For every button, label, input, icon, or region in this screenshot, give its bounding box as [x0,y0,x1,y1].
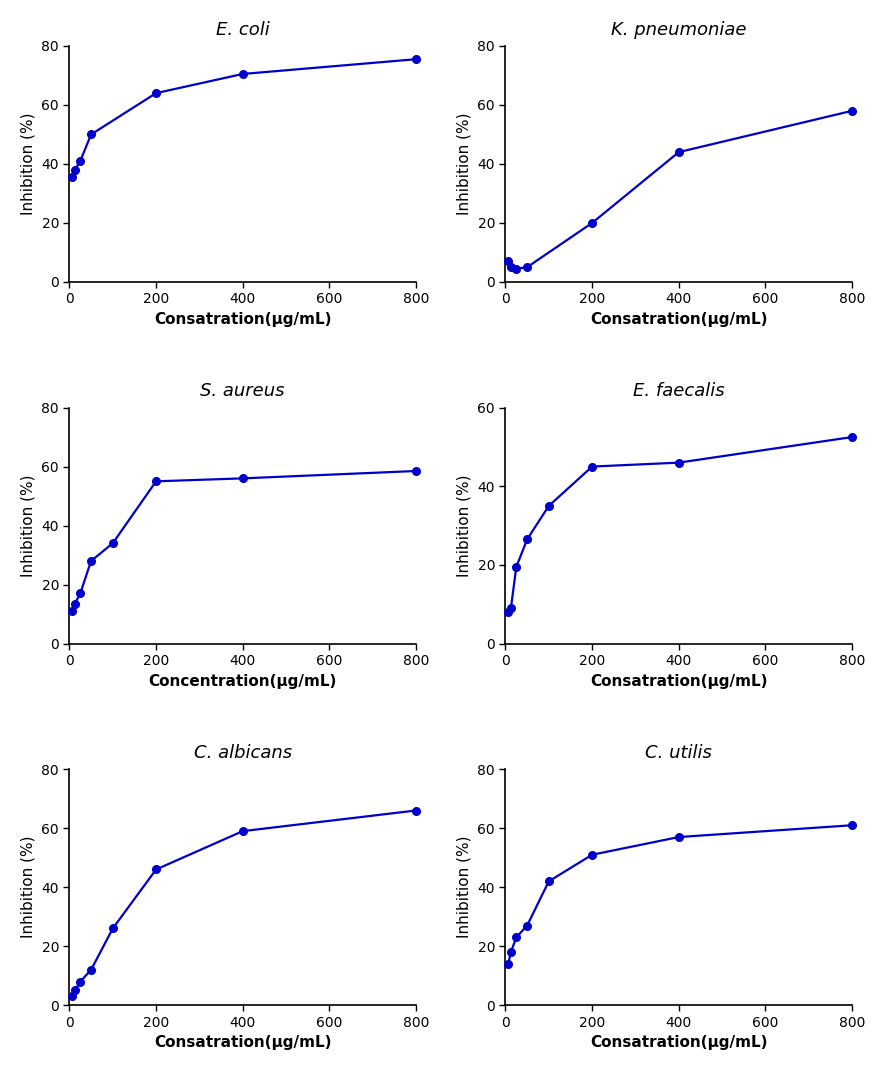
X-axis label: Consatration(μg/mL): Consatration(μg/mL) [154,312,331,327]
Title: C. albicans: C. albicans [194,744,291,763]
X-axis label: Consatration(μg/mL): Consatration(μg/mL) [590,674,767,689]
Y-axis label: Inhibition (%): Inhibition (%) [21,112,35,215]
Title: S. aureus: S. aureus [200,382,285,401]
Title: E. faecalis: E. faecalis [633,382,725,401]
Y-axis label: Inhibition (%): Inhibition (%) [457,112,472,215]
Y-axis label: Inhibition (%): Inhibition (%) [457,836,472,938]
X-axis label: Consatration(μg/mL): Consatration(μg/mL) [154,1036,331,1051]
X-axis label: Consatration(μg/mL): Consatration(μg/mL) [590,312,767,327]
X-axis label: Consatration(μg/mL): Consatration(μg/mL) [590,1036,767,1051]
Y-axis label: Inhibition (%): Inhibition (%) [457,474,472,577]
Title: E. coli: E. coli [216,20,269,39]
Title: C. utilis: C. utilis [645,744,712,763]
Y-axis label: Inhibition (%): Inhibition (%) [21,474,35,577]
X-axis label: Concentration(μg/mL): Concentration(μg/mL) [149,674,337,689]
Title: K. pneumoniae: K. pneumoniae [611,20,747,39]
Y-axis label: Inhibition (%): Inhibition (%) [21,836,35,938]
